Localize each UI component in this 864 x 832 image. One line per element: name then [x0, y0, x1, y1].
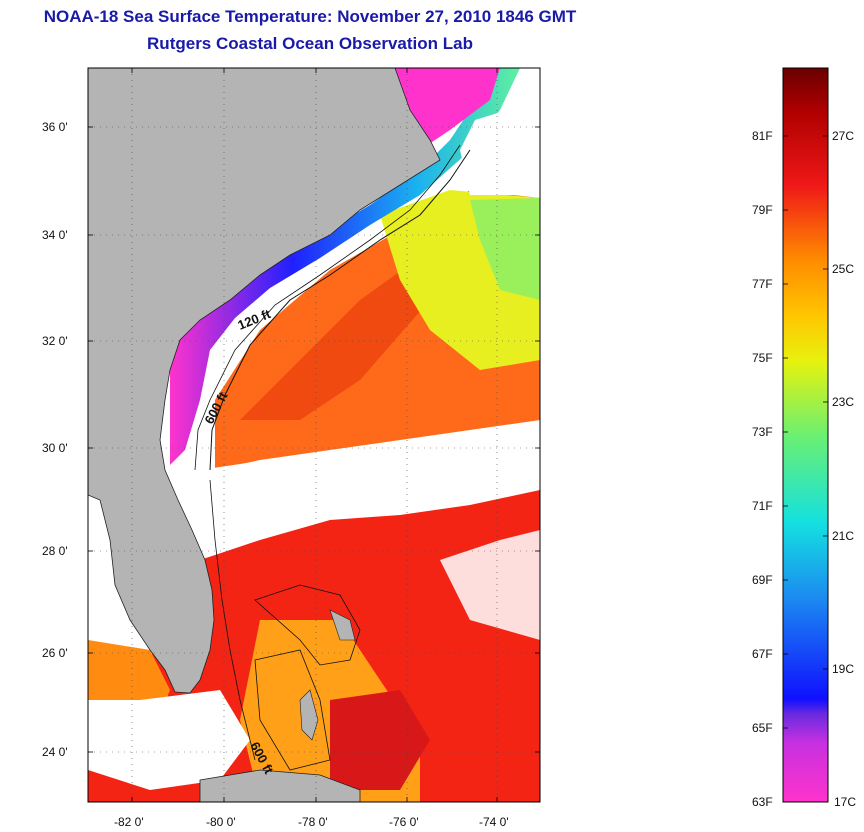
cloud-patch-east: [440, 530, 540, 640]
cuba-landmass: [199, 769, 361, 802]
map-subtitle: Rutgers Coastal Ocean Observation Lab: [147, 34, 473, 53]
bahamas-bank-contour: [254, 584, 361, 666]
map-plot-area: [88, 68, 540, 802]
lon-label-80: -80 0': [206, 815, 236, 829]
lat-label-26: 26 0': [42, 646, 68, 660]
colorbar-label-67f: 67F: [752, 647, 773, 661]
colorbar-label-75f: 75F: [752, 351, 773, 365]
colorbar-label-21c: 21C: [832, 529, 854, 543]
colorbar-label-65f: 65F: [752, 721, 773, 735]
colorbar-label-79f: 79F: [752, 203, 773, 217]
lat-label-32: 32 0': [42, 334, 68, 348]
lon-label-78: -78 0': [298, 815, 328, 829]
green-offshore-water: [470, 198, 540, 300]
lon-label-76: -76 0': [389, 815, 419, 829]
colorbar-label-19c: 19C: [832, 662, 854, 676]
colorbar-label-77f: 77F: [752, 277, 773, 291]
contour-600ft-south: [209, 479, 256, 761]
frame-ticks: [88, 68, 540, 802]
colorbar-label-71f: 71F: [752, 499, 773, 513]
cloud-band: [200, 430, 540, 560]
great-bahama-bank-contour: [254, 649, 331, 771]
us-landmass: [88, 68, 441, 694]
lat-label-24: 24 0': [42, 745, 68, 759]
abaco-island: [329, 609, 356, 641]
colorbar-label-69f: 69F: [752, 573, 773, 587]
colorbar-label-81f: 81F: [752, 129, 773, 143]
cloud-patch-northeast: [460, 100, 540, 195]
colorbar-label-63f: 63F: [752, 795, 773, 809]
contour-600ft: [209, 149, 471, 471]
contour-120ft: [194, 144, 461, 471]
lon-label-74: -74 0': [479, 815, 509, 829]
colorbar-label-25c: 25C: [832, 262, 854, 276]
colorbar-label-73f: 73F: [752, 425, 773, 439]
lat-label-28: 28 0': [42, 544, 68, 558]
lat-label-34: 34 0': [42, 228, 68, 242]
colorbar-label-27c: 27C: [832, 129, 854, 143]
colorbar-label-17c: 17C: [834, 795, 856, 809]
cold-coastal-water: [170, 68, 520, 465]
colorbar-ticks: [783, 135, 828, 729]
colorbar-label-23c: 23C: [832, 395, 854, 409]
lat-label-30: 30 0': [42, 441, 68, 455]
map-title: NOAA-18 Sea Surface Temperature: Novembe…: [43, 7, 577, 26]
lon-label-82: -82 0': [114, 815, 144, 829]
colorbar: [782, 67, 829, 803]
plot-frame: [87, 67, 541, 803]
lat-label-36: 36 0': [42, 120, 68, 134]
graticule: [88, 68, 540, 802]
andros-island: [299, 689, 319, 741]
cloud-patch-south: [88, 690, 250, 790]
deep-warm-water: [330, 690, 430, 790]
